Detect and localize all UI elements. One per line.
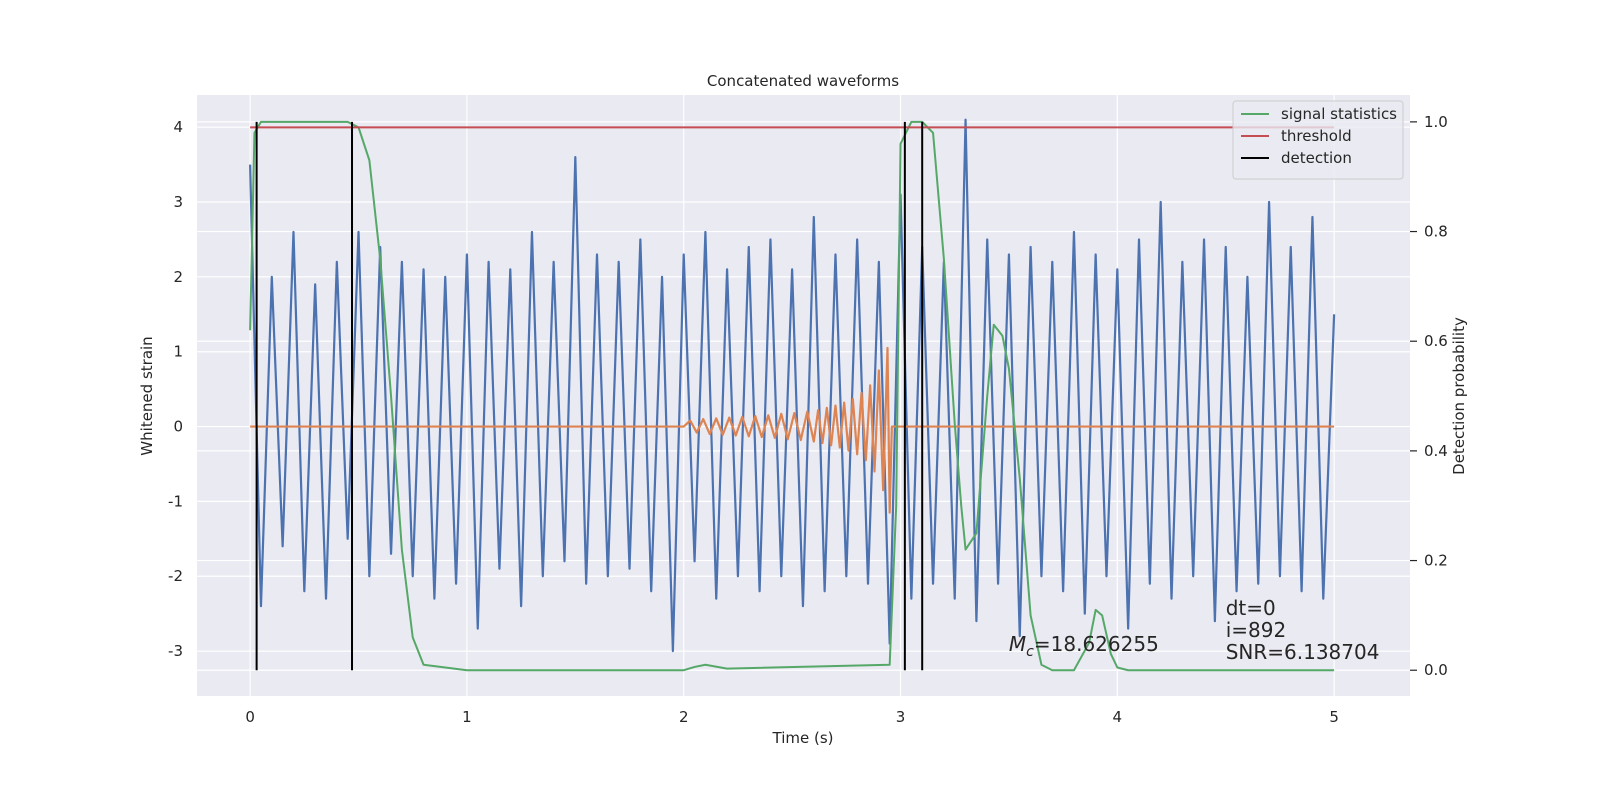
y2-tick-label: 0.8 bbox=[1424, 223, 1448, 241]
legend-label: threshold bbox=[1281, 127, 1352, 145]
info-annotation: dt=0 bbox=[1226, 596, 1276, 620]
y-tick-label: 3 bbox=[173, 193, 183, 211]
y2-axis-label: Detection probability bbox=[1450, 317, 1468, 475]
series-line bbox=[250, 346, 1335, 514]
symbol: M bbox=[1009, 632, 1026, 656]
y-tick-label: -1 bbox=[168, 492, 183, 510]
x-tick-label: 5 bbox=[1329, 708, 1339, 726]
y-tick-label: -2 bbox=[168, 567, 183, 585]
chart-title: Concatenated waveforms bbox=[707, 72, 899, 90]
y-tick-label: -3 bbox=[168, 642, 183, 660]
y-tick-label: 4 bbox=[173, 118, 183, 136]
y2-tick-label: 0.0 bbox=[1424, 661, 1448, 679]
y-axis-label: Whitened strain bbox=[138, 336, 156, 455]
x-tick-label: 2 bbox=[679, 708, 689, 726]
y2-tick-label: 0.4 bbox=[1424, 442, 1448, 460]
legend-box bbox=[1232, 100, 1404, 180]
x-tick-label: 1 bbox=[462, 708, 472, 726]
y-tick-label: 1 bbox=[173, 343, 183, 361]
info-annotation: i=892 bbox=[1226, 618, 1287, 642]
legend-label: detection bbox=[1281, 149, 1352, 167]
x-tick-label: 0 bbox=[245, 708, 255, 726]
y2-tick-label: 1.0 bbox=[1424, 113, 1448, 131]
x-tick-label: 3 bbox=[896, 708, 906, 726]
y2-tick-label: 0.2 bbox=[1424, 552, 1448, 570]
y2-tick-label: 0.6 bbox=[1424, 332, 1448, 350]
subscript: c bbox=[1026, 644, 1034, 660]
marks bbox=[249, 118, 1336, 672]
chirp-mass-annotation: Mc=18.626255 bbox=[1009, 632, 1159, 660]
y-tick-label: 0 bbox=[173, 418, 183, 436]
legend-label: signal statistics bbox=[1281, 105, 1397, 123]
x-axis-label: Time (s) bbox=[772, 729, 834, 747]
y-tick-label: 2 bbox=[173, 268, 183, 286]
series-line bbox=[249, 118, 1336, 653]
value: =18.626255 bbox=[1034, 632, 1159, 656]
x-tick-label: 4 bbox=[1113, 708, 1123, 726]
info-annotation: SNR=6.138704 bbox=[1226, 640, 1380, 664]
labels: 0 1 2 3 4 5 -3 -2 -1 0 1 2 3 4 0.0 0.2 0.4 0.6 0.8 1.0 Mc=18… bbox=[168, 100, 1448, 726]
